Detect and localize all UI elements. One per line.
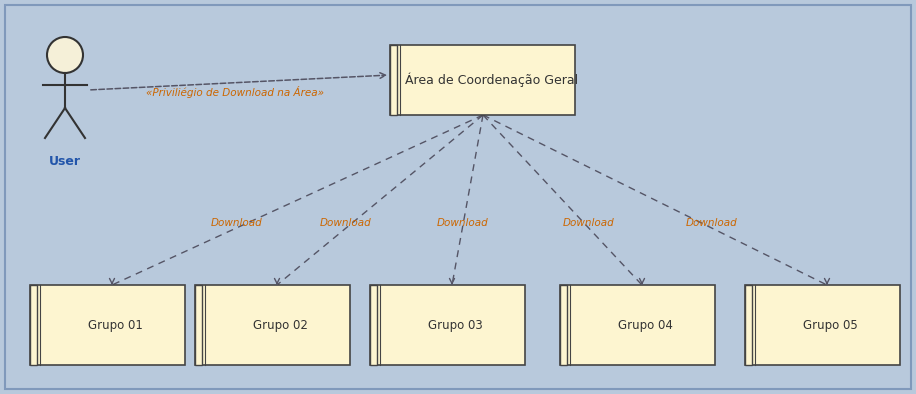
Text: Download: Download (321, 218, 372, 228)
Text: Área de Coordenação Geral: Área de Coordenação Geral (405, 73, 578, 87)
Bar (560, 285, 567, 365)
Bar (745, 285, 752, 365)
Bar (370, 285, 377, 365)
Text: Download: Download (562, 218, 615, 228)
Text: User: User (49, 155, 81, 168)
Bar (30, 285, 37, 365)
Text: «Priviliégio de Download na Área»: «Priviliégio de Download na Área» (146, 86, 324, 98)
Text: Grupo 01: Grupo 01 (88, 318, 143, 331)
Bar (195, 285, 202, 365)
Text: Download: Download (686, 218, 737, 228)
Ellipse shape (47, 37, 83, 73)
Bar (30, 285, 185, 365)
Text: Download: Download (211, 218, 262, 228)
Bar (560, 285, 715, 365)
Bar (370, 285, 525, 365)
Bar (195, 285, 350, 365)
Bar (390, 45, 575, 115)
Text: Grupo 03: Grupo 03 (428, 318, 483, 331)
Text: Download: Download (437, 218, 488, 228)
Text: Grupo 04: Grupo 04 (618, 318, 673, 331)
Bar (745, 285, 900, 365)
Text: Grupo 05: Grupo 05 (803, 318, 858, 331)
Text: Grupo 02: Grupo 02 (253, 318, 308, 331)
Bar (390, 45, 397, 115)
